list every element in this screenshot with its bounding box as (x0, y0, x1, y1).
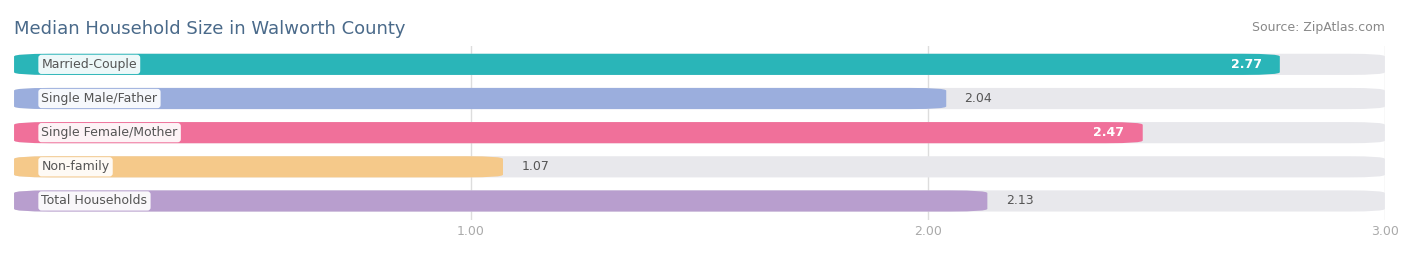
FancyBboxPatch shape (14, 122, 1143, 143)
FancyBboxPatch shape (14, 54, 1279, 75)
Text: Married-Couple: Married-Couple (42, 58, 138, 71)
Text: 2.04: 2.04 (965, 92, 993, 105)
Text: 2.47: 2.47 (1094, 126, 1125, 139)
FancyBboxPatch shape (14, 88, 946, 109)
FancyBboxPatch shape (14, 54, 1385, 75)
Text: 2.77: 2.77 (1230, 58, 1261, 71)
FancyBboxPatch shape (14, 88, 1385, 109)
FancyBboxPatch shape (14, 156, 1385, 177)
Text: Single Male/Father: Single Male/Father (42, 92, 157, 105)
Text: Source: ZipAtlas.com: Source: ZipAtlas.com (1251, 21, 1385, 35)
Text: 1.07: 1.07 (522, 160, 550, 173)
FancyBboxPatch shape (14, 190, 987, 211)
FancyBboxPatch shape (14, 122, 1385, 143)
Text: 2.13: 2.13 (1005, 195, 1033, 207)
Text: Non-family: Non-family (42, 160, 110, 173)
FancyBboxPatch shape (14, 156, 503, 177)
Text: Median Household Size in Walworth County: Median Household Size in Walworth County (14, 20, 405, 38)
FancyBboxPatch shape (14, 190, 1385, 211)
Text: Single Female/Mother: Single Female/Mother (42, 126, 177, 139)
Text: Total Households: Total Households (42, 195, 148, 207)
